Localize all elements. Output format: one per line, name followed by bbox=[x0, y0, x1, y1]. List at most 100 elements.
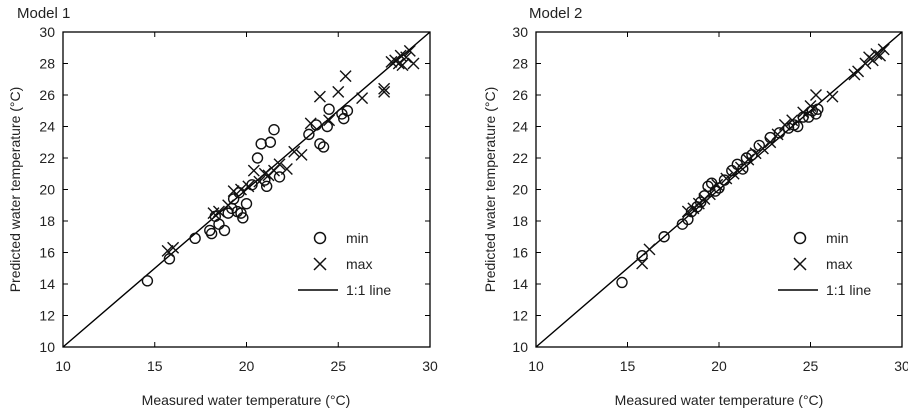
point-min bbox=[310, 119, 322, 131]
point-max bbox=[407, 57, 420, 70]
legend-max-marker bbox=[313, 257, 327, 271]
point-max bbox=[304, 117, 317, 130]
point-min bbox=[323, 103, 335, 115]
point-max bbox=[378, 85, 391, 98]
x-axis-label: Measured water temperature (°C) bbox=[615, 392, 824, 408]
point-max bbox=[339, 70, 352, 83]
point-max bbox=[866, 54, 879, 67]
x-tick-label: 30 bbox=[894, 358, 908, 374]
x-tick-label: 20 bbox=[239, 358, 255, 374]
y-tick-label: 10 bbox=[512, 339, 528, 355]
point-min bbox=[341, 105, 354, 117]
point-min bbox=[163, 253, 176, 265]
y-tick-label: 22 bbox=[39, 150, 55, 166]
point-max bbox=[295, 148, 308, 161]
point-max bbox=[235, 183, 247, 196]
chart-panel-1: Model 1 10 15 20 25 30 10 12 14 16 18 20 22 24 26 28 30 M… bbox=[7, 5, 438, 408]
x-axis-label: Measured water temperature (°C) bbox=[142, 392, 351, 408]
point-max bbox=[161, 244, 174, 257]
legend: min max 1:1 line bbox=[298, 230, 391, 298]
point-min bbox=[314, 138, 326, 150]
y-tick-label: 30 bbox=[512, 24, 528, 40]
point-max bbox=[385, 55, 398, 68]
y-tick-label: 16 bbox=[39, 245, 55, 261]
point-min bbox=[773, 127, 786, 139]
legend-min-marker bbox=[793, 231, 807, 245]
point-min bbox=[240, 197, 253, 210]
point-max bbox=[258, 167, 271, 180]
x-tick-label: 10 bbox=[55, 358, 71, 374]
y-tick-label: 22 bbox=[512, 150, 528, 166]
y-tick-label: 28 bbox=[512, 56, 528, 72]
point-min bbox=[218, 224, 231, 237]
point-max bbox=[222, 199, 235, 212]
point-max bbox=[280, 163, 293, 176]
point-max bbox=[797, 106, 810, 119]
point-min bbox=[213, 218, 225, 230]
point-min bbox=[718, 174, 731, 186]
chart-panel-2: Model 2 10 15 20 25 30 10 12 14 16 18 20 22 24 26 28 30 M… bbox=[482, 5, 908, 408]
point-max bbox=[636, 257, 649, 270]
point-max bbox=[742, 153, 755, 166]
point-max bbox=[227, 185, 240, 198]
legend-min-marker bbox=[313, 231, 327, 245]
point-max bbox=[711, 178, 724, 191]
point-max bbox=[727, 167, 740, 180]
point-min bbox=[189, 232, 201, 245]
point-min bbox=[698, 190, 711, 202]
legend: min max 1:1 line bbox=[778, 230, 871, 298]
legend-min-label: min bbox=[826, 230, 849, 246]
y-tick-label: 18 bbox=[512, 213, 528, 229]
chart-title: Model 1 bbox=[17, 5, 70, 22]
point-max bbox=[749, 147, 762, 160]
point-max bbox=[756, 142, 769, 155]
point-max bbox=[288, 145, 301, 158]
x-tick-label: 15 bbox=[620, 358, 636, 374]
point-max bbox=[396, 59, 409, 72]
point-max bbox=[394, 49, 407, 62]
y-tick-label: 14 bbox=[39, 276, 55, 292]
one-to-one-line bbox=[535, 31, 903, 348]
legend-max-marker bbox=[793, 257, 807, 271]
point-max bbox=[778, 118, 791, 131]
point-min bbox=[802, 111, 815, 123]
point-min bbox=[141, 275, 154, 287]
point-min bbox=[273, 171, 286, 183]
y-tick-label: 20 bbox=[512, 182, 528, 198]
y-tick-label: 10 bbox=[39, 339, 55, 355]
point-min bbox=[237, 212, 249, 224]
point-max bbox=[332, 85, 345, 98]
y-axis-label: Predicted water temperature (°C) bbox=[482, 87, 498, 293]
point-min bbox=[260, 180, 273, 193]
y-tick-label: 12 bbox=[39, 308, 55, 324]
point-max bbox=[253, 175, 266, 188]
point-min bbox=[259, 174, 271, 186]
legend-max-label: max bbox=[346, 256, 372, 272]
y-tick-label: 20 bbox=[39, 182, 55, 198]
point-max bbox=[273, 158, 286, 171]
x-tick-label: 25 bbox=[330, 358, 346, 374]
y-tick-label: 16 bbox=[512, 245, 528, 261]
legend-line-label: 1:1 line bbox=[826, 282, 871, 298]
legend-line-label: 1:1 line bbox=[346, 282, 391, 298]
point-max bbox=[720, 172, 733, 185]
y-axis-label: Predicted water temperature (°C) bbox=[7, 87, 23, 293]
point-min bbox=[726, 164, 738, 177]
point-max bbox=[378, 82, 391, 95]
point-max bbox=[870, 48, 883, 61]
point-max bbox=[826, 90, 839, 103]
point-min bbox=[616, 276, 628, 289]
point-min bbox=[806, 105, 819, 117]
point-min bbox=[268, 123, 280, 136]
y-tick-label: 12 bbox=[512, 308, 528, 324]
point-min bbox=[264, 136, 277, 148]
x-tick-label: 15 bbox=[147, 358, 163, 374]
point-min bbox=[317, 141, 330, 153]
point-max bbox=[313, 90, 326, 103]
x-tick-label: 30 bbox=[422, 358, 438, 374]
point-max bbox=[877, 43, 890, 56]
point-max bbox=[356, 92, 369, 105]
point-max bbox=[323, 114, 336, 127]
point-max bbox=[859, 57, 872, 70]
point-min bbox=[255, 138, 267, 150]
